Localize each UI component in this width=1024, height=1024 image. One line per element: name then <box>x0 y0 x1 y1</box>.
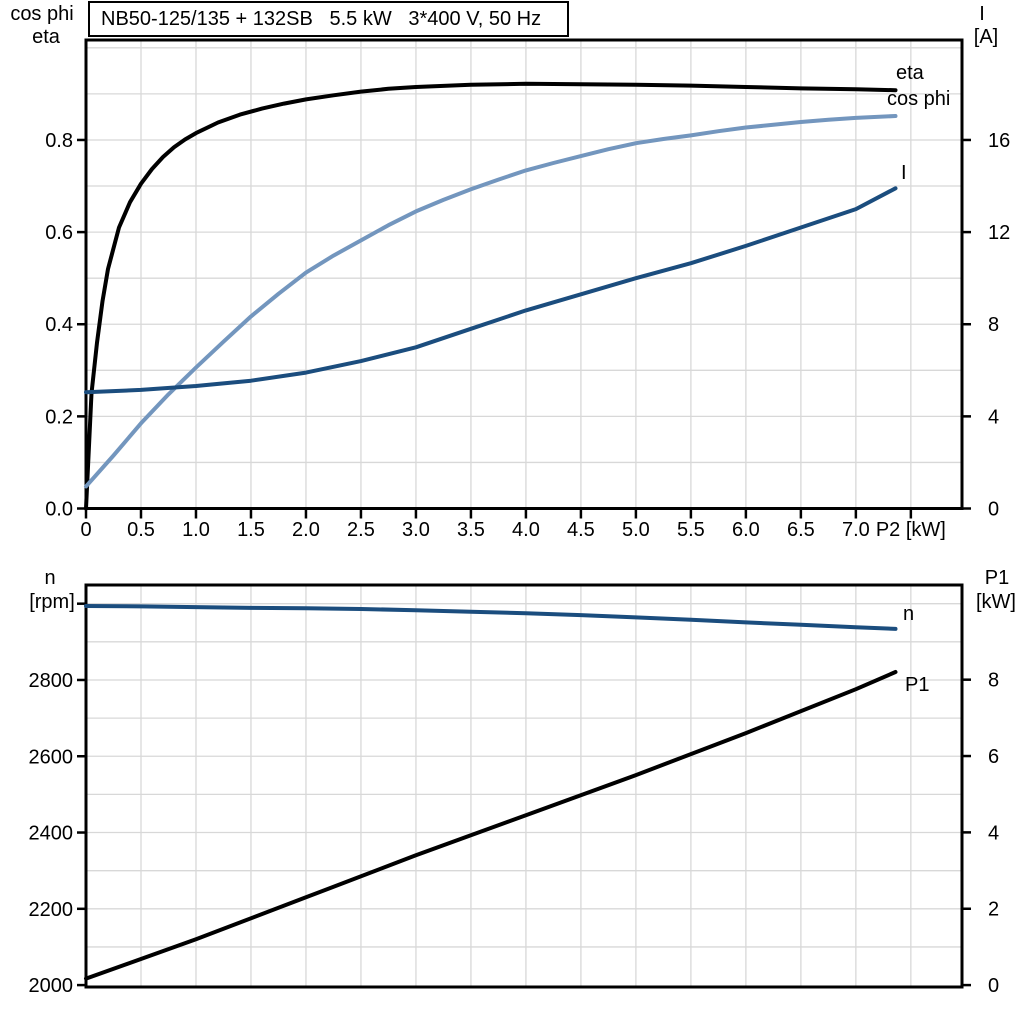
left-axis-tick-label: 0.8 <box>45 130 73 152</box>
n-curve-label: n <box>903 603 914 625</box>
eta-curve-label: eta <box>896 62 925 84</box>
x-axis-tick-label: 2.0 <box>292 519 320 541</box>
right-axis-title-ampere-unit: [A] <box>973 26 999 48</box>
left-axis-tick-label: 2400 <box>29 823 74 845</box>
right-axis-title-p1: P1 <box>984 567 1010 589</box>
left-axis-tick-label: 0.0 <box>45 499 73 521</box>
left-axis-tick-label: 2600 <box>29 746 74 768</box>
right-axis-tick-label: 6 <box>988 746 999 768</box>
x-axis-tick-label: 0 <box>80 519 91 541</box>
x-axis-tick-label: 6.0 <box>732 519 760 541</box>
chart-frame <box>84 38 964 510</box>
left-axis-title-eta: eta <box>32 26 60 48</box>
chart-frame <box>84 583 964 989</box>
x-axis-tick-label: 5.0 <box>622 519 650 541</box>
left-axis-tick-label: 0.6 <box>45 222 73 244</box>
right-axis-tick-label: 2 <box>988 899 999 921</box>
x-axis-tick-label: 1.0 <box>182 519 210 541</box>
left-axis-tick-label: 0.4 <box>45 314 73 336</box>
x-axis-tick-label: P2 [kW] <box>876 519 946 541</box>
x-axis-tick-label: 6.5 <box>787 519 815 541</box>
left-axis-tick-label: 2000 <box>29 975 74 997</box>
left-axis-title-rpm-unit: [rpm] <box>29 591 75 613</box>
i-curve-label: I <box>901 162 907 184</box>
cos-phi-curve-label: cos phi <box>887 88 950 110</box>
x-axis-tick-label: 3.5 <box>457 519 485 541</box>
x-axis-tick-label: 2.5 <box>347 519 375 541</box>
eta-curve <box>84 81 898 511</box>
left-axis-title-speed: n <box>44 567 56 589</box>
right-axis-tick-label: 0 <box>988 975 999 997</box>
right-axis-tick-label: 16 <box>988 130 1010 152</box>
x-axis-tick-label: 1.5 <box>237 519 265 541</box>
x-axis-tick-label: 3.0 <box>402 519 430 541</box>
left-axis-tick-label: 2800 <box>29 670 74 692</box>
right-axis-tick-label: 8 <box>988 314 999 336</box>
p1-curve-label: P1 <box>905 674 929 696</box>
right-axis-title-current: I <box>979 3 985 25</box>
cos-phi-curve <box>84 114 898 489</box>
p1-curve <box>84 670 898 981</box>
x-axis-tick-label: 4.5 <box>567 519 595 541</box>
left-axis-title-cos-phi: cos phi <box>10 3 74 25</box>
x-axis-tick-label: 5.5 <box>677 519 705 541</box>
chart-title: NB50-125/135 + 132SB 5.5 kW 3*400 V, 50 … <box>101 7 542 30</box>
right-axis-tick-label: 12 <box>988 222 1010 244</box>
right-axis-tick-label: 4 <box>988 822 999 844</box>
left-axis-tick-label: 0.2 <box>45 406 73 428</box>
x-axis-tick-label: 7.0 <box>842 519 870 541</box>
n-curve <box>84 604 898 631</box>
x-axis-tick-label: 4.0 <box>512 519 540 541</box>
right-axis-title-kw-unit: [kW] <box>976 591 1016 613</box>
chart-title-box: NB50-125/135 + 132SB 5.5 kW 3*400 V, 50 … <box>88 1 569 37</box>
left-axis-tick-label: 2200 <box>29 899 74 921</box>
right-axis-tick-label: 0 <box>988 499 999 521</box>
right-axis-tick-label: 8 <box>988 670 999 692</box>
i-curve <box>84 186 898 395</box>
right-axis-tick-label: 4 <box>988 406 999 428</box>
x-axis-tick-label: 0.5 <box>127 519 155 541</box>
